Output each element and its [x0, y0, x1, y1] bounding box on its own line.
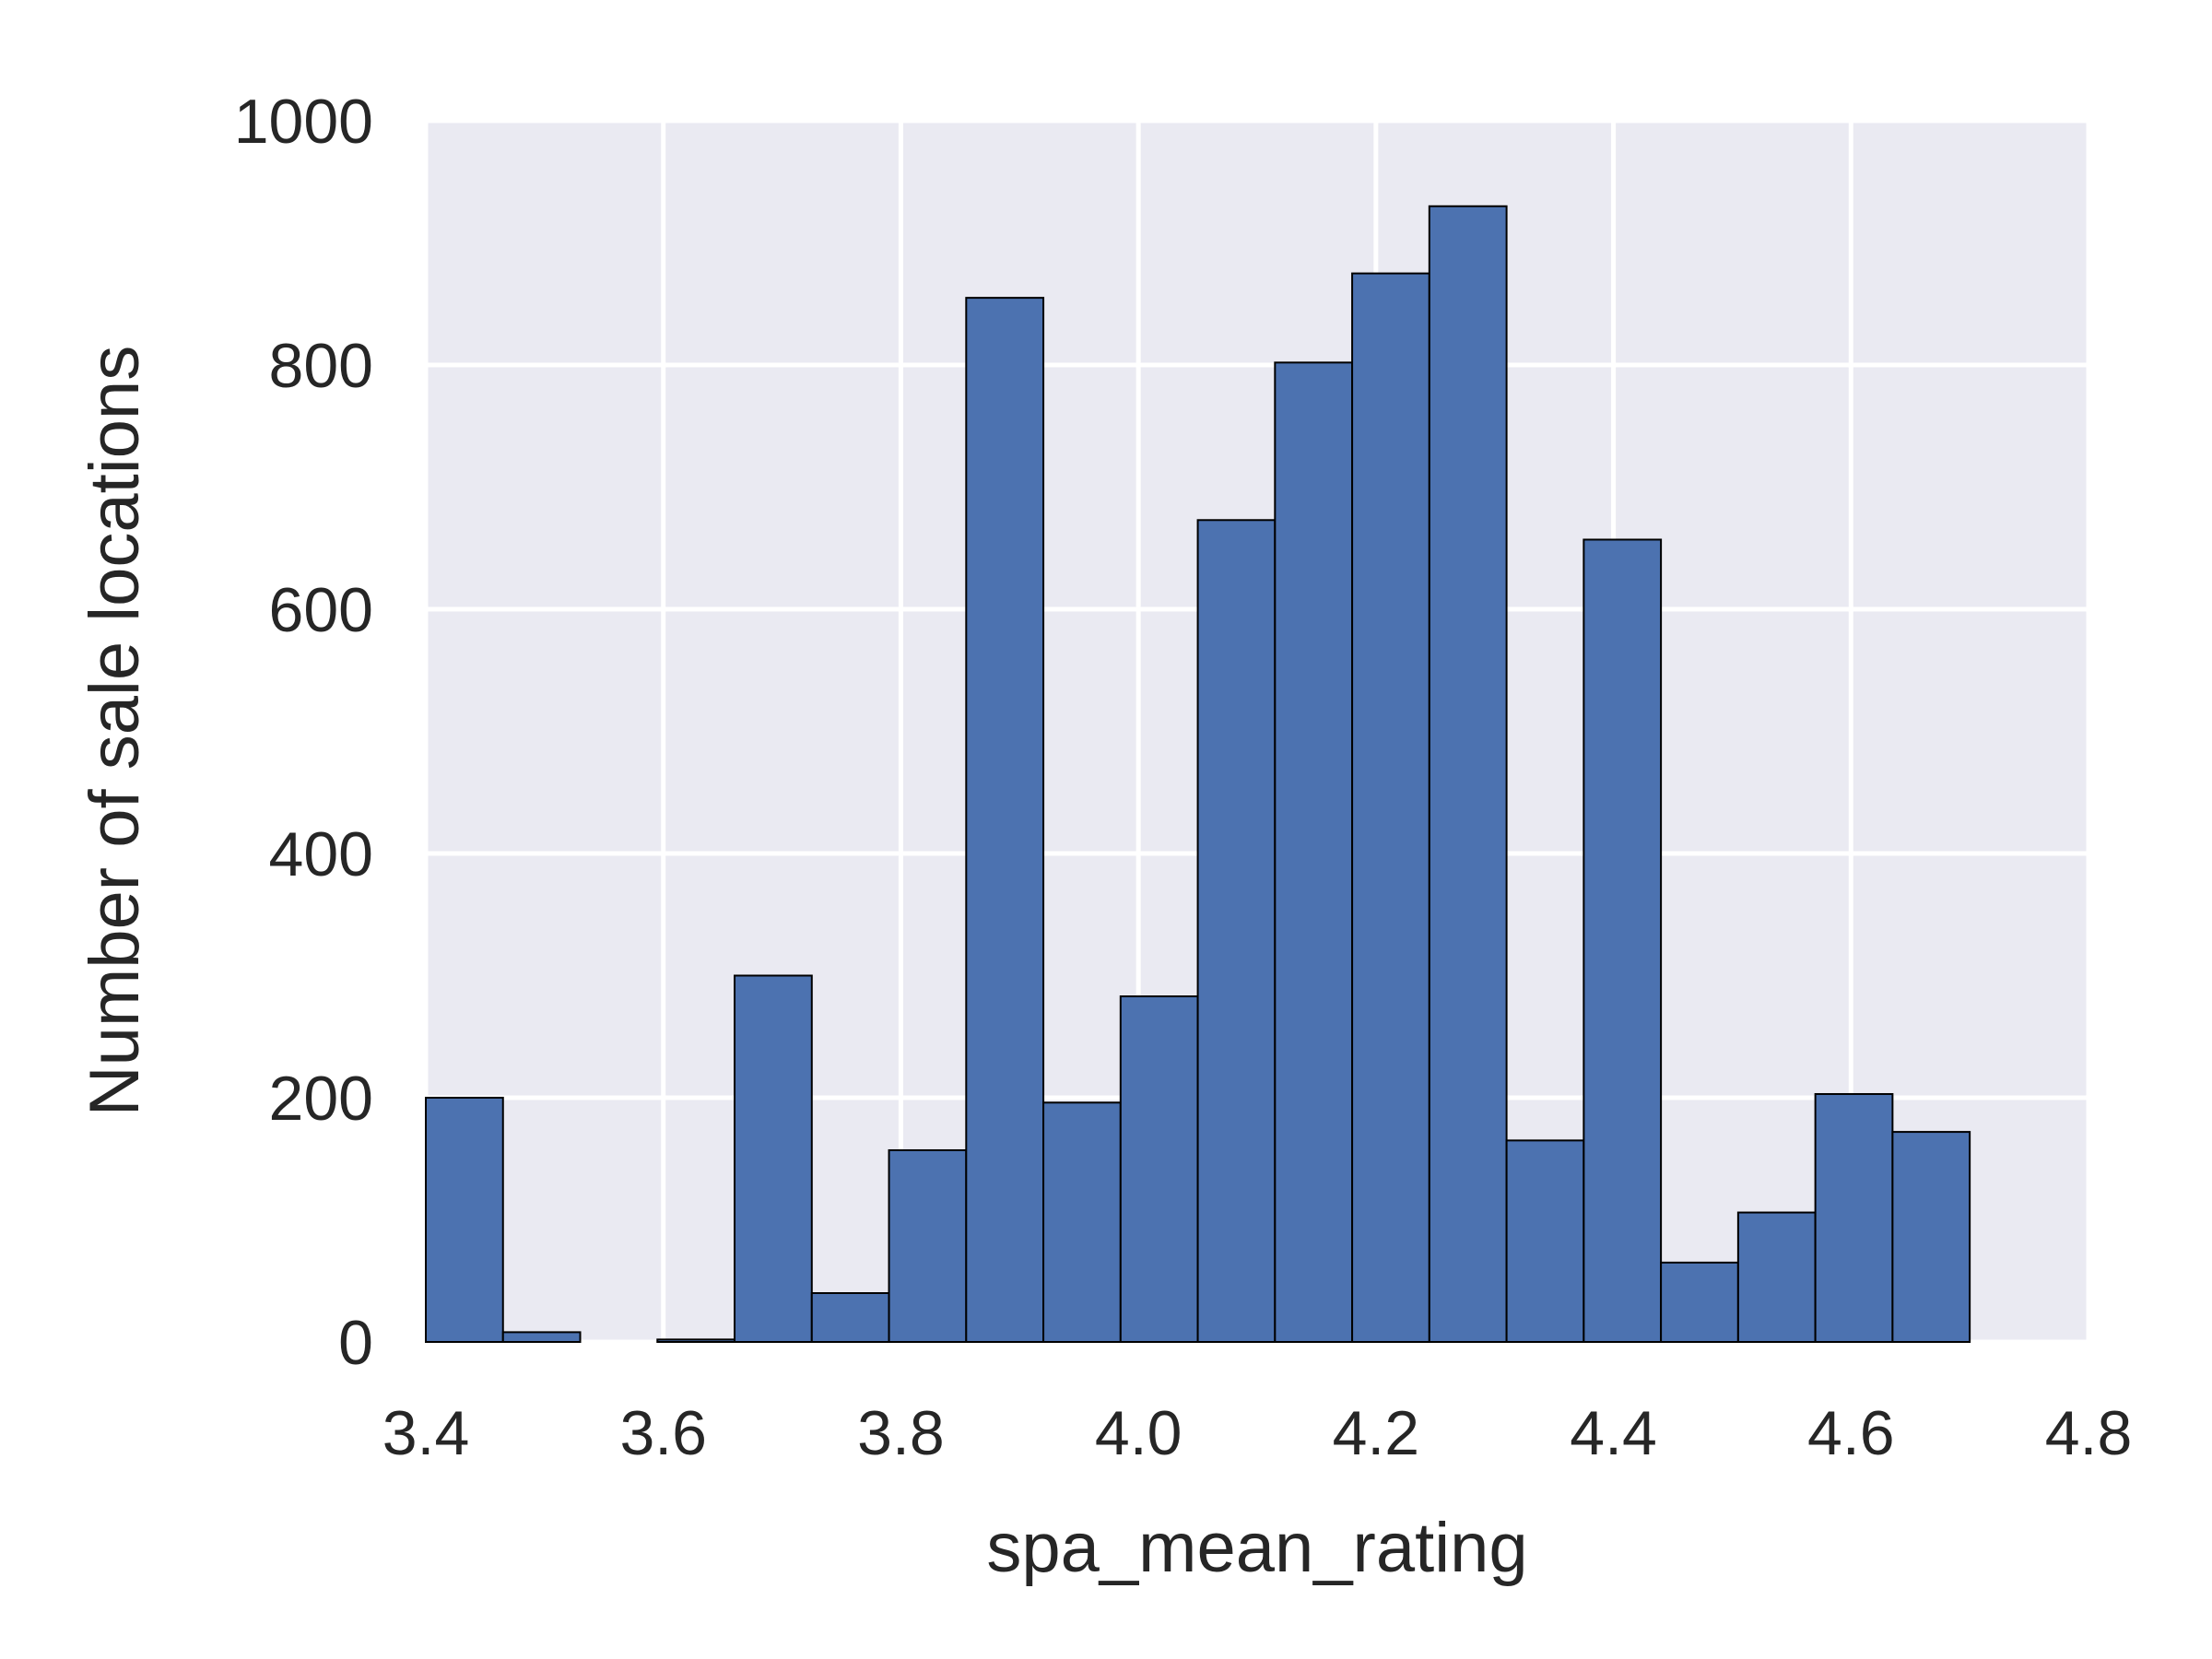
x-tick-label: 4.8	[2045, 1398, 2133, 1468]
histogram-bar	[1274, 361, 1354, 1344]
histogram-bar	[1583, 538, 1663, 1343]
x-axis-label: spa_mean_rating	[986, 1509, 1527, 1587]
histogram-bar	[1428, 205, 1508, 1343]
histogram-bar	[425, 1097, 504, 1343]
histogram-bar	[1042, 1101, 1122, 1344]
x-axis-ticks: 3.4 3.6 3.8 4.0 4.2 4.4 4.6 4.8	[382, 1398, 2133, 1468]
y-tick-label: 1000	[234, 87, 373, 157]
x-tick-label: 3.8	[857, 1398, 945, 1468]
histogram-bar	[1351, 272, 1430, 1343]
histogram-bar	[656, 1338, 736, 1343]
x-tick-label: 4.0	[1095, 1398, 1182, 1468]
y-tick-label: 0	[338, 1308, 373, 1378]
histogram-bar	[1814, 1093, 1894, 1344]
histogram-bar	[1891, 1131, 1971, 1343]
y-tick-label: 400	[269, 819, 373, 889]
x-tick-label: 3.6	[619, 1398, 707, 1468]
histogram-bar	[1119, 995, 1199, 1344]
y-axis-ticks: 0 200 400 600 800 1000	[234, 87, 373, 1378]
histogram-bar	[1660, 1261, 1739, 1343]
histogram-bar	[965, 297, 1045, 1343]
histogram-bar	[1505, 1139, 1585, 1343]
histogram-bar	[501, 1331, 582, 1344]
y-tick-label: 200	[269, 1064, 373, 1134]
x-tick-label: 4.2	[1333, 1398, 1420, 1468]
histogram-bar	[1736, 1211, 1817, 1344]
y-axis-label: Number of sale locations	[76, 346, 154, 1116]
bars	[425, 205, 1971, 1344]
y-tick-label: 600	[269, 575, 373, 645]
x-tick-label: 3.4	[382, 1398, 470, 1468]
histogram-bar	[1196, 519, 1277, 1343]
histogram-bar	[810, 1292, 890, 1343]
x-tick-label: 4.6	[1807, 1398, 1895, 1468]
histogram-bar	[888, 1148, 968, 1343]
y-tick-label: 800	[269, 331, 373, 401]
x-tick-label: 4.4	[1570, 1398, 1657, 1468]
histogram-bar	[734, 974, 813, 1343]
